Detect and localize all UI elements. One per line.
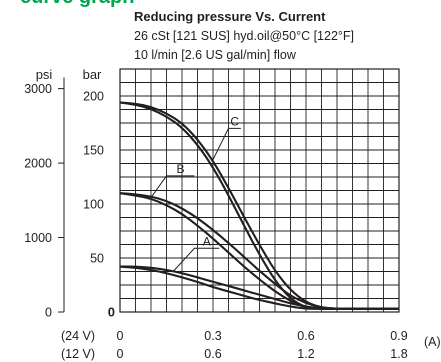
x-tick-label: 0 xyxy=(117,347,124,361)
x-row-label-12v: (12 V) xyxy=(61,347,95,361)
y-tick-label-psi: 1000 xyxy=(24,231,52,245)
x-tick-label: 1.2 xyxy=(297,347,314,361)
current-unit-label: (A) xyxy=(424,335,441,349)
x-tick-label: 0.3 xyxy=(204,329,221,343)
chart-subtitle-2: 10 l/min [2.6 US gal/min] flow xyxy=(134,48,297,62)
y-tick-label-bar: 100 xyxy=(83,198,104,212)
x-row-label-24v: (24 V) xyxy=(61,329,95,343)
y-tick-label-bar: 150 xyxy=(83,144,104,158)
x-tick-label: 0.6 xyxy=(297,329,314,343)
x-tick-label: 1.8 xyxy=(390,347,407,361)
y-tick-label-psi: 2000 xyxy=(24,157,52,171)
plot-frame xyxy=(119,68,400,313)
curve-B-label: B xyxy=(176,162,184,176)
curve-A-lower xyxy=(119,265,399,310)
x-tick-label: 0.9 xyxy=(390,329,407,343)
y-tick-label-bar: 200 xyxy=(83,90,104,104)
bar-unit-label: bar xyxy=(83,67,102,82)
curve-C-leader xyxy=(212,127,241,160)
chart-title: Reducing pressure Vs. Current xyxy=(134,9,326,24)
chart-subtitle-1: 26 cSt [121 SUS] hyd.oil@50°C [122°F] xyxy=(134,29,354,43)
x-tick-label: 0.6 xyxy=(204,347,221,361)
psi-unit-label: psi xyxy=(36,67,53,82)
curve-A-leader xyxy=(172,247,220,273)
y-tick-label-psi: 3000 xyxy=(24,82,52,96)
y-tick-label-psi: 0 xyxy=(45,306,52,320)
curve-B-leader xyxy=(150,175,195,198)
y-tick-label-bar: 0 xyxy=(108,305,115,320)
y-tick-label-bar: 50 xyxy=(90,252,104,266)
x-tick-label: 0 xyxy=(117,329,124,343)
header-fragment: curve graph xyxy=(20,0,134,8)
curve-C-label: C xyxy=(230,114,239,128)
curve-A-label: A xyxy=(203,234,211,248)
